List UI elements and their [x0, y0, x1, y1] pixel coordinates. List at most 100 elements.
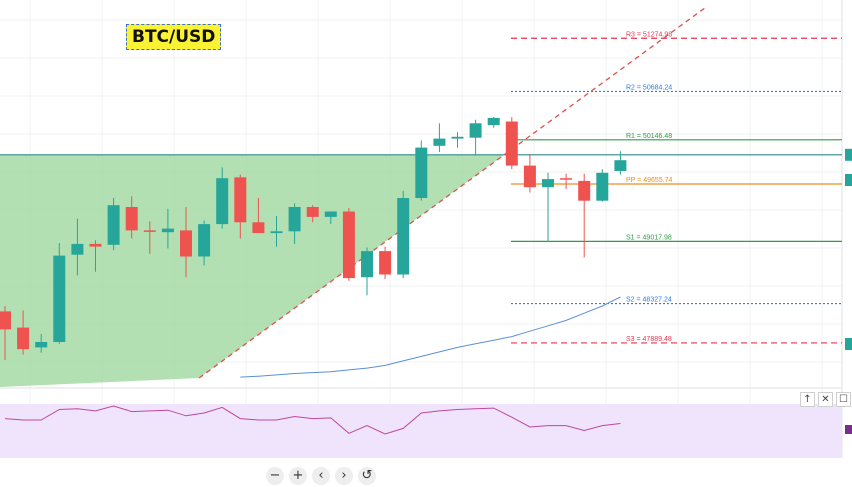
candle	[198, 220, 211, 266]
candle	[143, 221, 156, 254]
candle	[71, 218, 84, 276]
candle	[89, 240, 102, 272]
candle-body	[89, 243, 102, 247]
pivot-marker	[845, 338, 852, 350]
candle	[505, 117, 518, 170]
pivot-label: R3 = 51274.98	[626, 31, 672, 38]
candle	[270, 216, 283, 247]
candle	[161, 208, 174, 249]
candle	[361, 247, 373, 296]
candle-body	[451, 136, 464, 139]
candle	[451, 132, 464, 148]
candle	[560, 173, 573, 189]
reset-icon[interactable]: ↺	[358, 467, 376, 485]
candle-body	[614, 160, 627, 171]
candle-body	[306, 207, 319, 217]
candle	[306, 205, 319, 223]
chevron-left-icon[interactable]: ‹	[312, 467, 330, 485]
pivot-label: S2 = 48327.24	[626, 297, 672, 304]
candle	[542, 172, 554, 243]
last-price-marker	[845, 174, 852, 186]
candle-body	[53, 255, 66, 342]
candle-body	[342, 211, 355, 279]
candle-body	[433, 138, 446, 146]
candle-body	[143, 230, 156, 232]
candle-body	[180, 230, 192, 257]
candle-body	[35, 342, 48, 348]
trendline-dashed	[198, 6, 707, 379]
candle	[596, 169, 609, 202]
candle	[415, 140, 428, 201]
pivot-label: S1 = 49017.98	[626, 234, 672, 241]
level-marker	[845, 148, 852, 161]
candle-body	[487, 117, 500, 126]
candle	[252, 198, 265, 234]
candle	[35, 333, 48, 353]
pivot-label: S3 = 47889.48	[626, 336, 672, 343]
candle-body	[415, 147, 428, 198]
candle	[125, 196, 138, 239]
candle-body	[125, 207, 138, 231]
candle-body	[0, 311, 11, 330]
plus-icon[interactable]: +	[289, 467, 307, 485]
candle-body	[523, 165, 536, 188]
pivot-levels: R3 = 51274.98 R2 = 50684.24 R1 = 50146.48 P…	[511, 31, 842, 344]
oscillator-line	[4, 405, 621, 435]
candle-body	[270, 231, 283, 234]
pivot-label: R1 = 50146.48	[626, 133, 672, 140]
oscillator-marker	[845, 425, 852, 434]
chart-navigation: − + ‹ › ↺	[266, 467, 376, 487]
candle	[107, 198, 120, 251]
candle	[288, 203, 301, 244]
price-scale-markers	[845, 148, 852, 434]
candle	[487, 117, 500, 128]
pivot-label: R2 = 50684.24	[626, 84, 672, 91]
candle-body	[324, 211, 337, 217]
candle	[180, 207, 192, 278]
candle	[469, 119, 482, 156]
maximize-icon[interactable]: ☐	[836, 392, 851, 407]
candle	[523, 153, 536, 193]
candle-body	[361, 251, 373, 278]
candle	[234, 174, 247, 239]
moving-average-line	[240, 296, 621, 378]
candle-body	[71, 243, 84, 255]
candle-body	[198, 224, 211, 257]
candle-body	[596, 172, 609, 201]
candle	[0, 306, 11, 360]
trendline	[198, 6, 707, 379]
arrow-up-icon[interactable]: ↑	[800, 392, 815, 407]
pivot-label: PP = 49655.74	[626, 177, 672, 184]
candle-body	[469, 123, 482, 138]
candle	[342, 207, 355, 281]
candle-body	[542, 179, 554, 188]
candle-body	[578, 180, 591, 201]
candle-body	[397, 198, 410, 275]
candle	[397, 190, 410, 279]
candle-body	[17, 327, 30, 350]
candle-body	[216, 178, 229, 225]
candle-body	[560, 178, 573, 180]
candle-body	[107, 205, 120, 245]
candle	[17, 310, 30, 355]
candle	[578, 173, 591, 258]
candle-body	[379, 251, 392, 275]
chevron-right-icon[interactable]: ›	[335, 467, 353, 485]
candle-body	[505, 121, 518, 166]
symbol-label[interactable]: BTC/USD	[126, 24, 222, 50]
close-icon[interactable]: ✕	[818, 392, 833, 407]
oscillator-band	[0, 404, 842, 458]
candle-body	[252, 222, 265, 234]
candle	[433, 123, 446, 153]
candle	[216, 167, 229, 229]
candle	[379, 246, 392, 279]
candle	[614, 151, 627, 175]
minus-icon[interactable]: −	[266, 467, 284, 485]
channel-fill	[0, 154, 505, 387]
oscillator-pane-controls: ↑ ✕ ☐	[800, 392, 851, 407]
moving-average	[240, 296, 621, 378]
candlesticks	[0, 117, 627, 360]
candle-body	[161, 228, 174, 233]
candle-body	[288, 207, 301, 232]
